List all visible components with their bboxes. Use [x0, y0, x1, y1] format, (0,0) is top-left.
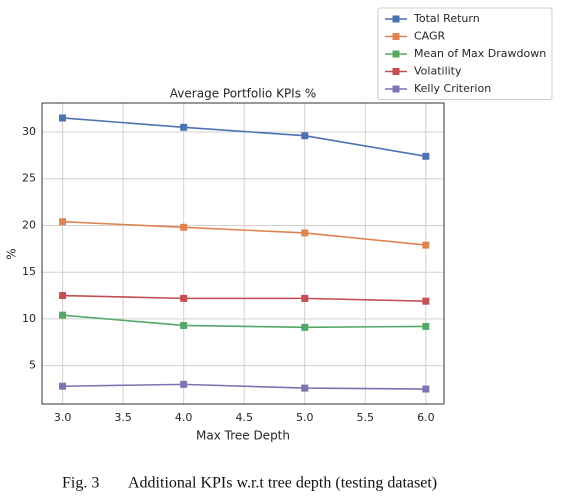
legend-marker — [392, 15, 400, 23]
caption-label: Fig. 3 — [62, 475, 99, 492]
point-marker — [301, 384, 309, 392]
point-marker — [59, 114, 67, 122]
y-axis-label: % — [5, 248, 19, 259]
point-marker — [422, 152, 430, 160]
y-tick-label: 30 — [22, 125, 36, 138]
point-marker — [59, 292, 67, 300]
series-line — [62, 383, 426, 390]
legend-label: Total Return — [413, 12, 480, 25]
point-marker — [180, 321, 188, 329]
legend-marker — [392, 50, 400, 58]
point-marker — [301, 294, 309, 302]
point-marker — [422, 241, 430, 249]
point-marker — [422, 385, 430, 393]
point-marker — [180, 294, 188, 302]
series-line — [62, 117, 426, 158]
legend-label: CAGR — [414, 30, 446, 43]
y-tick-label: 20 — [22, 218, 36, 231]
legend-label: Mean of Max Drawdown — [414, 47, 546, 60]
y-tick-label: 25 — [22, 172, 36, 185]
x-tick-label: 3.5 — [114, 411, 132, 424]
x-tick-label: 5.5 — [357, 411, 375, 424]
y-tick-label: 5 — [29, 359, 36, 372]
x-tick-label: 6.0 — [417, 411, 435, 424]
x-tick-label: 5.0 — [296, 411, 314, 424]
caption: Additional KPIs w.r.t tree depth (testin… — [128, 475, 437, 492]
point-marker — [422, 322, 430, 330]
plot-frame — [41, 102, 445, 405]
legend-label: Volatility — [414, 65, 462, 78]
point-marker — [180, 223, 188, 231]
point-marker — [301, 323, 309, 331]
y-tick-label: 15 — [22, 265, 36, 278]
legend-label: Kelly Criterion — [414, 82, 491, 95]
point-marker — [301, 229, 309, 237]
point-marker — [422, 297, 430, 305]
x-tick-label: 4.5 — [235, 411, 253, 424]
point-marker — [180, 123, 188, 131]
point-marker — [59, 382, 67, 390]
series-line — [62, 314, 426, 329]
legend-marker — [392, 33, 400, 40]
point-marker — [59, 218, 67, 226]
point-marker — [180, 380, 188, 388]
y-tick-label: 10 — [22, 312, 36, 325]
legend-box — [377, 7, 553, 100]
series-line — [62, 220, 426, 246]
legend-marker — [392, 85, 400, 93]
point-marker — [59, 311, 67, 319]
legend-marker — [392, 68, 400, 75]
chart-title: Average Portfolio KPIs % — [170, 87, 316, 101]
x-tick-label: 3.0 — [54, 411, 72, 424]
series-line — [62, 294, 426, 302]
x-tick-label: 4.0 — [175, 411, 193, 424]
x-axis-label: Max Tree Depth — [196, 429, 290, 443]
point-marker — [301, 132, 309, 140]
